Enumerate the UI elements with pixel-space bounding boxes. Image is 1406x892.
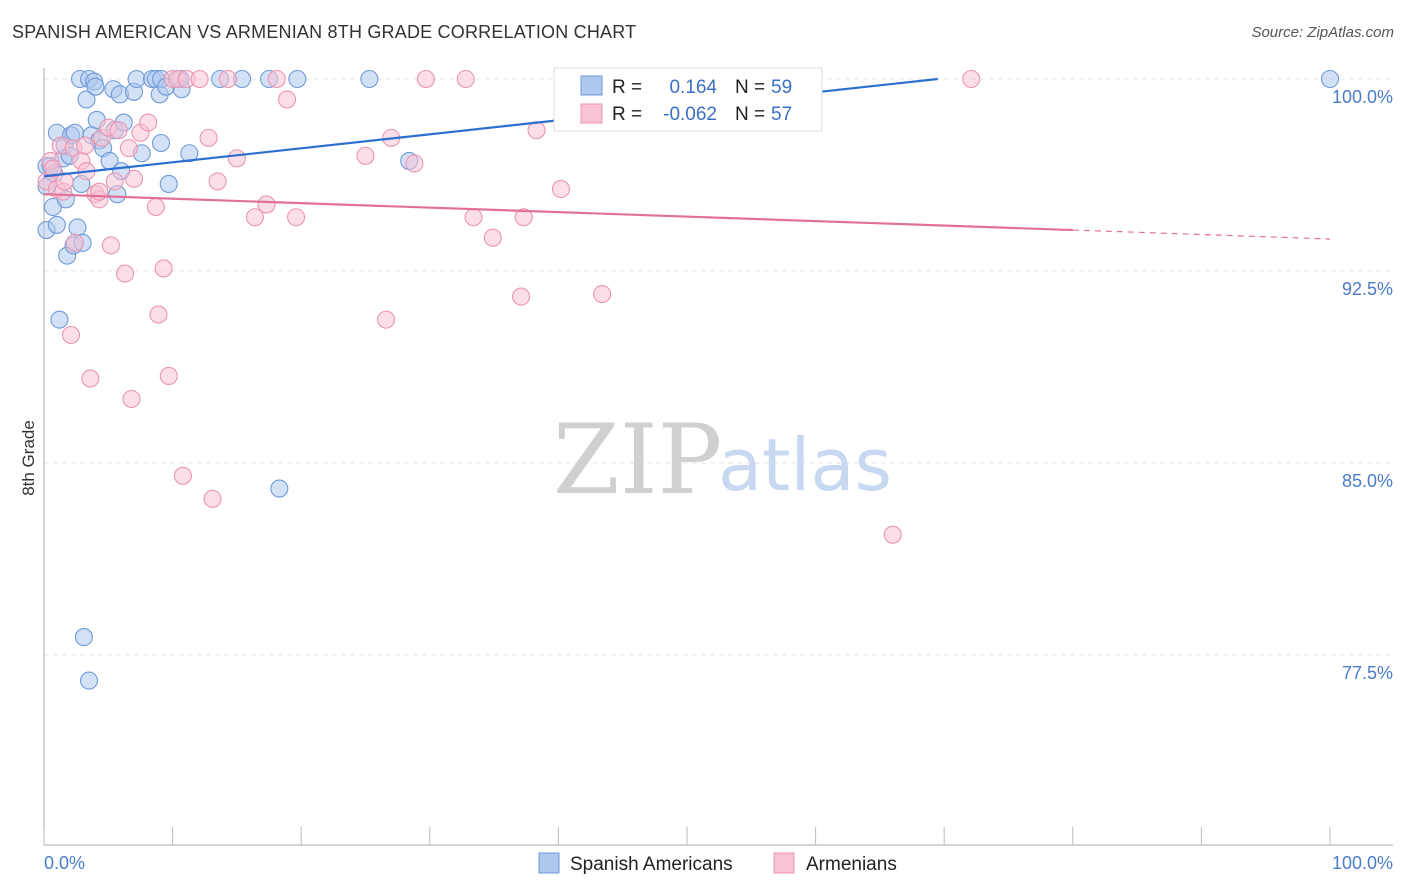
point-armenian-34: [173, 466, 192, 485]
legend-r-value-pink: -0.062: [663, 104, 717, 125]
legend-r-label-pink: R =: [612, 104, 642, 125]
axes: [43, 68, 1393, 846]
legend-swatch-pink: [580, 103, 603, 124]
point-armenian-43: [257, 195, 276, 214]
series-legend: Spanish Americans Armenians: [538, 852, 897, 875]
point-armenian-13: [81, 369, 100, 388]
point-armenian-40: [218, 69, 237, 89]
point-armenian-2: [43, 159, 63, 178]
point-armenian-48: [377, 310, 396, 329]
legend-r-value-blue: 0.164: [669, 77, 717, 98]
point-spanish-american-7: [47, 215, 66, 234]
point-armenian-61: [962, 69, 981, 89]
point-armenian-7: [61, 325, 81, 345]
x-tick-label-min: 0.0%: [44, 853, 85, 873]
point-armenian-9: [65, 233, 84, 252]
point-armenian-22: [115, 264, 135, 283]
point-armenian-55: [512, 287, 531, 306]
stats-legend: R = 0.164 N = 59 R = -0.062 N = 57: [553, 67, 823, 132]
point-spanish-american-50: [180, 144, 199, 163]
trend-line-armenians-extension: [1072, 229, 1331, 240]
point-spanish-american-56: [360, 69, 379, 89]
point-armenian-20: [105, 172, 124, 191]
point-armenian-56: [514, 208, 533, 227]
point-spanish-american-21: [74, 628, 93, 647]
point-armenian-30: [154, 259, 173, 278]
point-spanish-american-24: [79, 671, 99, 690]
grid-lines: [44, 78, 1393, 656]
y-tick-label-3: 77.5%: [1342, 663, 1393, 683]
legend-r-label-blue: R =: [612, 77, 642, 98]
point-spanish-american-47: [159, 174, 178, 194]
bottom-legend-label-armenians: Armenians: [806, 854, 897, 875]
point-armenian-31: [159, 366, 178, 386]
y-tick-label-0: 100.0%: [1332, 87, 1393, 107]
point-armenian-52: [456, 69, 475, 89]
point-armenian-54: [483, 228, 502, 247]
point-armenian-45: [278, 90, 297, 109]
x-tick-label-max: 100.0%: [1332, 853, 1393, 873]
point-armenian-29: [149, 305, 168, 324]
legend-n-value-pink: 57: [771, 104, 792, 125]
chart-title: SPANISH AMERICAN VS ARMENIAN 8TH GRADE C…: [12, 22, 637, 42]
point-armenian-36: [190, 69, 209, 89]
point-armenian-60: [883, 525, 902, 544]
point-armenian-47: [356, 146, 375, 165]
y-axis-label: 8th Grade: [19, 420, 38, 496]
watermark: ZIP atlas: [553, 404, 892, 516]
point-spanish-american-17: [68, 218, 87, 237]
point-armenian-59: [593, 284, 612, 304]
point-armenian-6: [55, 172, 74, 191]
point-spanish-american-39: [127, 69, 146, 89]
watermark-zip: ZIP: [553, 404, 722, 516]
legend-swatch-blue: [580, 75, 603, 96]
point-armenian-53: [464, 208, 483, 227]
point-armenian-27: [139, 113, 158, 132]
point-spanish-american-8: [50, 310, 69, 329]
y-tick-label-1: 92.5%: [1342, 279, 1393, 299]
watermark-atlas: atlas: [718, 423, 892, 507]
point-armenian-24: [122, 389, 141, 409]
bottom-legend-swatch-pink: [773, 852, 795, 874]
point-armenian-50: [405, 154, 424, 173]
point-spanish-american-54: [270, 479, 289, 498]
point-armenian-51: [416, 69, 435, 89]
point-armenian-46: [287, 208, 306, 227]
y-tick-labels: 100.0% 92.5% 85.0% 77.5%: [1332, 87, 1393, 683]
point-armenian-44: [267, 69, 286, 89]
source-credit: Source: ZipAtlas.com: [1251, 24, 1394, 41]
y-tick-label-2: 85.0%: [1342, 471, 1393, 491]
legend-n-value-blue: 59: [771, 77, 792, 98]
point-armenian-11: [76, 136, 95, 155]
point-armenian-58: [551, 180, 571, 199]
bottom-legend-swatch-blue: [538, 852, 560, 874]
point-armenian-39: [208, 172, 227, 191]
point-armenian-16: [90, 182, 109, 201]
point-spanish-american-58: [1320, 69, 1340, 89]
point-armenian-41: [227, 149, 246, 168]
legend-n-label-pink: N =: [735, 104, 765, 125]
point-armenian-25: [124, 169, 144, 188]
point-armenian-21: [109, 121, 128, 140]
legend-n-label-blue: N =: [735, 77, 765, 98]
bottom-legend-label-spanish-americans: Spanish Americans: [570, 854, 733, 875]
point-armenian-23: [119, 139, 138, 158]
point-spanish-american-22: [77, 90, 96, 109]
point-armenian-37: [199, 128, 218, 147]
point-armenian-38: [203, 489, 222, 508]
point-armenian-19: [101, 236, 120, 255]
point-spanish-american-45: [151, 133, 171, 153]
point-armenian-42: [245, 208, 264, 227]
point-armenian-28: [146, 197, 165, 217]
trend-line-armenians: [43, 193, 1073, 232]
point-spanish-american-27: [86, 77, 105, 96]
point-spanish-american-55: [288, 69, 307, 89]
